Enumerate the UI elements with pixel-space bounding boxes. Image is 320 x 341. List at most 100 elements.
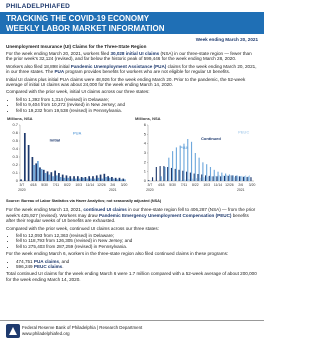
x-tick-label: 8/22 (192, 183, 199, 187)
bar (103, 173, 106, 181)
bar (67, 177, 70, 181)
series-label: PUA (180, 145, 189, 150)
bar (233, 177, 235, 181)
y-tick-label: 0.1 (12, 170, 18, 175)
x-tick-label: 2/6 (110, 183, 115, 187)
bar (207, 176, 209, 181)
bar (201, 174, 203, 181)
text: 596,249 (16, 264, 34, 270)
bar (120, 179, 123, 181)
y-tick-label: 3 (144, 150, 147, 155)
paragraph: Compared with the prior week, continued … (6, 226, 258, 231)
bar (76, 176, 79, 181)
bullet: fell to 12,093 from 12,363 (revised) in … (16, 233, 258, 238)
footer-link[interactable]: www.philadelphiafed.org (22, 331, 70, 336)
bar (211, 176, 213, 181)
bar (214, 175, 216, 181)
footer-line: Federal Reserve Bank of Philadelphia | R… (22, 325, 143, 330)
bar (225, 173, 227, 181)
paragraph: For the week ending March 13, 2021, cont… (6, 207, 258, 223)
bar (82, 177, 85, 181)
bar (220, 176, 222, 181)
bar (33, 164, 35, 181)
x-tick-label: 3/20 (121, 183, 128, 187)
x-tick-label: 12/26 (225, 183, 234, 187)
text: fell to 1,392 from 1,314 (revised) in De… (16, 96, 109, 102)
intro-text: For the week ending March 20, 2021, work… (6, 51, 258, 113)
text: 474,751 (16, 258, 34, 264)
bar (20, 179, 22, 181)
bar (86, 178, 88, 181)
bar (99, 174, 102, 181)
text: For the week ending March 6, workers in … (6, 251, 229, 257)
bar (174, 168, 176, 181)
bar (101, 178, 104, 181)
bullet-list: 474,751 PUA claims, and596,249 PEUC clai… (6, 259, 258, 270)
bar (223, 175, 226, 181)
bar (248, 175, 251, 181)
bar (97, 177, 100, 181)
bar (245, 175, 247, 181)
bar (74, 178, 77, 181)
bar (213, 169, 215, 181)
title-band: TRACKING THE COVID-19 ECONOMY WEEKLY LAB… (0, 12, 264, 34)
bar (58, 172, 60, 181)
bar (193, 173, 195, 181)
bar (48, 174, 51, 181)
bar (202, 162, 204, 181)
text: fell to 275,403 from 287,259 (revised) i… (16, 243, 128, 249)
bar (163, 166, 165, 181)
bar (236, 175, 238, 181)
text: fell to 19,232 from 19,538 (revised) in … (16, 107, 122, 113)
text: For the week ending March 20, 2021, work… (6, 50, 111, 56)
series-label: PUA (73, 130, 82, 135)
paragraph: Total continued UI claims for the week e… (6, 271, 258, 282)
bar (231, 175, 233, 181)
bar (187, 138, 189, 181)
x-tick-label: 11/14 (214, 183, 222, 187)
bar (203, 177, 205, 181)
bar (88, 176, 91, 181)
x-tick-label: 10/3 (203, 183, 210, 187)
bar (148, 180, 150, 181)
x-tick-label: 10/3 (75, 183, 82, 187)
bar (52, 176, 54, 181)
bar (155, 166, 157, 181)
bar (192, 178, 194, 181)
text: For the week ending March 13, 2021, (6, 207, 84, 213)
text: Compared with the prior week, initial UI… (6, 89, 150, 95)
bar (188, 179, 190, 181)
bar (92, 176, 94, 181)
y-tick-label: 0.6 (12, 130, 18, 135)
title-line: WEEKLY LABOR MARKET INFORMATION (6, 23, 165, 33)
bar (54, 170, 56, 181)
continued-text: For the week ending March 13, 2021, cont… (6, 207, 258, 282)
bar (107, 176, 109, 181)
bar (198, 157, 200, 181)
y-tick-label: 0.4 (12, 146, 18, 151)
report-date: Week ending March 20, 2021 (195, 37, 258, 42)
bar (180, 180, 182, 181)
bar (151, 177, 154, 181)
paragraph: For the week ending March 6, workers in … (6, 251, 258, 256)
bar (232, 175, 234, 181)
x-tick-label: 2/6 (238, 183, 243, 187)
bar (182, 170, 184, 181)
bar (186, 171, 188, 181)
text: in our three-state region fell to 406,28… (6, 207, 256, 218)
bar (40, 168, 43, 181)
chart: Millions, NSA 0 0.1 0.2 0.3 0.4 0.5 0.6 0.7 3/7 4/… (7, 116, 128, 192)
bar (204, 175, 207, 181)
title-line: TRACKING THE COVID-19 ECONOMY (6, 14, 150, 23)
bar (167, 166, 169, 181)
bar (227, 175, 229, 181)
bar (240, 176, 242, 181)
text: Workers also filed 18,898 initial (6, 63, 71, 69)
bullet: fell to 275,403 from 287,259 (revised) i… (16, 244, 258, 249)
bar (235, 175, 237, 181)
text: program provides benefits for workers wh… (64, 69, 231, 75)
y-tick-label: 1 (144, 169, 147, 174)
bar (95, 175, 98, 181)
x-tick-label: 3/7 (20, 183, 25, 187)
bar (37, 160, 39, 181)
